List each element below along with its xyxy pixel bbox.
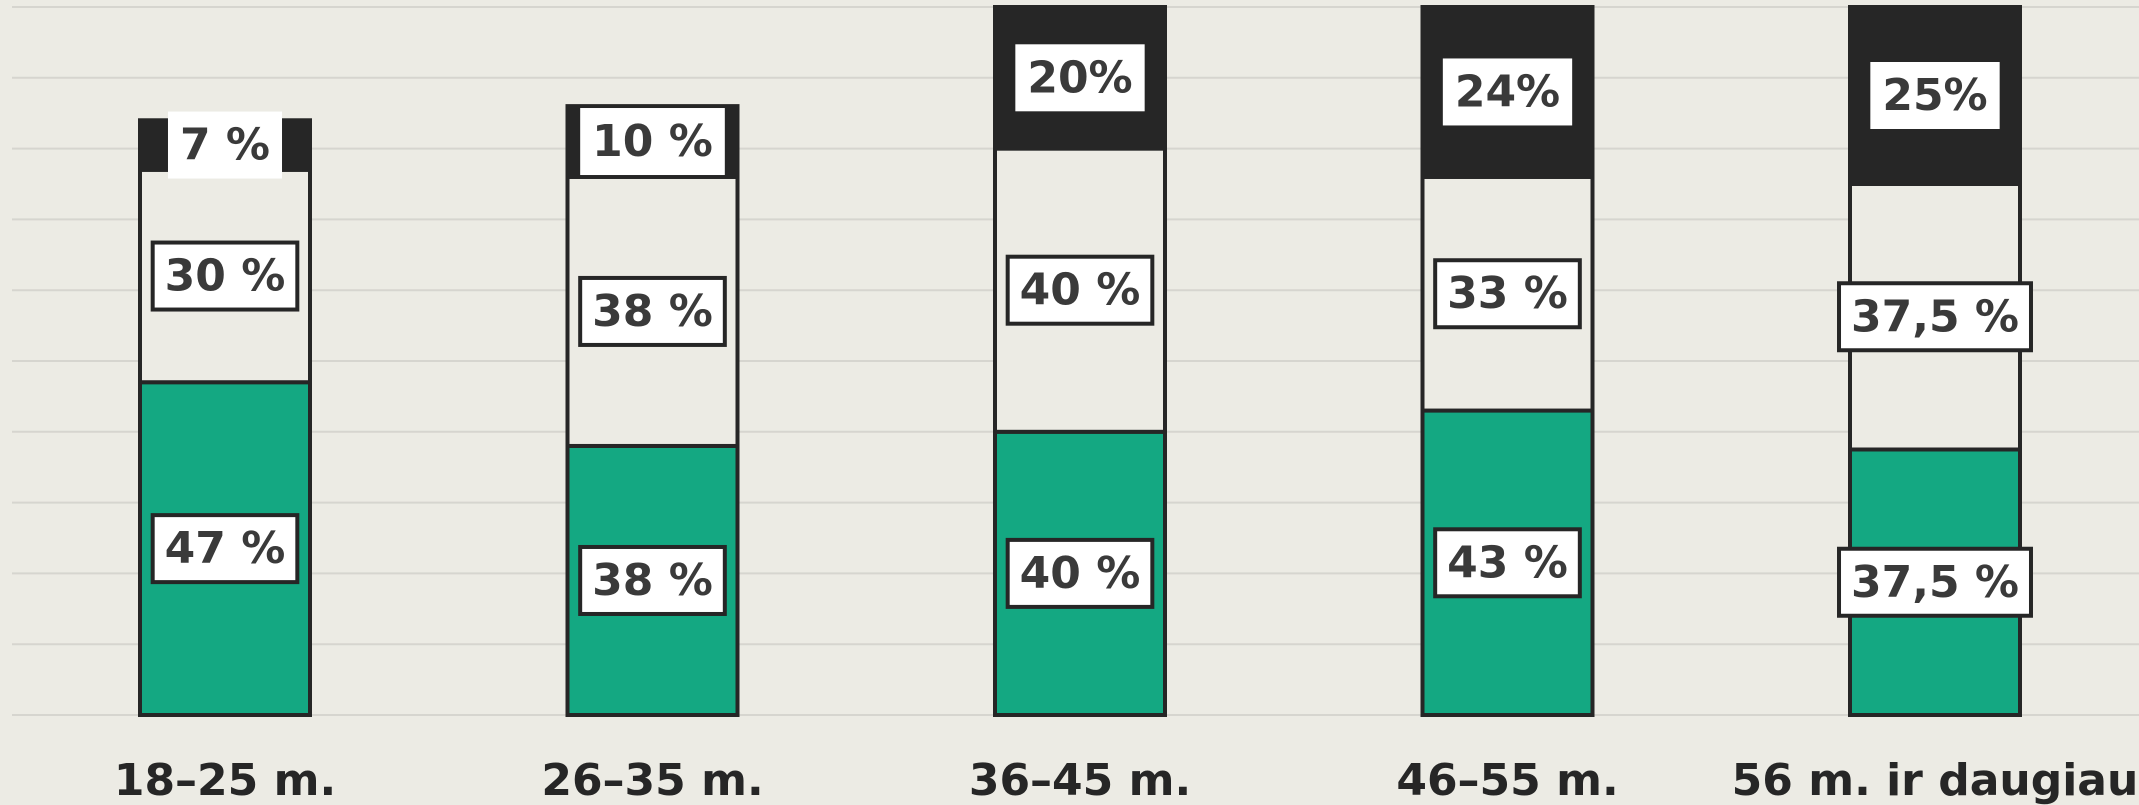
data-label-box bbox=[1870, 62, 2000, 129]
data-label-text: 33 % bbox=[1447, 268, 1568, 319]
data-label-text: 37,5 % bbox=[1851, 291, 2019, 342]
data-label: 37,5 % bbox=[1837, 546, 2033, 618]
data-label-box bbox=[578, 275, 727, 347]
data-labels: 47 % 30 % 7 % 38 % 38 % 10 % 40 % 40 % 20% 43 % 33… bbox=[150, 44, 2033, 618]
data-label-text: 24% bbox=[1455, 66, 1560, 117]
data-label-box bbox=[1442, 58, 1573, 126]
data-label-text: 40 % bbox=[1020, 548, 1141, 599]
data-label: 25% bbox=[1870, 62, 2000, 129]
data-label: 40 % bbox=[1005, 254, 1155, 326]
data-label-box bbox=[1837, 546, 2033, 618]
data-label: 24% bbox=[1442, 58, 1573, 126]
data-label-box bbox=[1433, 527, 1582, 599]
x-tick-label: 46–55 m. bbox=[1396, 755, 1618, 805]
data-label-box bbox=[150, 240, 300, 312]
data-label: 33 % bbox=[1433, 258, 1582, 330]
data-label: 37,5 % bbox=[1837, 281, 2033, 353]
x-tick-label: 56 m. ir daugiau bbox=[1732, 755, 2139, 805]
x-axis: 18–25 m. 26–35 m. 36–45 m. 46–55 m. 56 m. ir… bbox=[114, 755, 2138, 805]
data-label: 38 % bbox=[578, 275, 727, 347]
data-label-text: 40 % bbox=[1020, 265, 1141, 316]
data-label-text: 38 % bbox=[592, 286, 713, 337]
x-tick-label: 36–45 m. bbox=[969, 755, 1191, 805]
data-label-box bbox=[150, 513, 300, 585]
data-label: 20% bbox=[1015, 44, 1145, 112]
data-label-box bbox=[1005, 537, 1155, 609]
data-label-text: 20% bbox=[1027, 52, 1132, 103]
data-label-text: 30 % bbox=[165, 251, 286, 302]
data-label-box bbox=[1433, 258, 1582, 330]
x-tick-label: 26–35 m. bbox=[541, 755, 763, 805]
data-label-text: 43 % bbox=[1447, 537, 1568, 588]
data-label-text: 37,5 % bbox=[1851, 557, 2019, 608]
data-label: 10 % bbox=[580, 108, 725, 176]
data-label: 30 % bbox=[150, 240, 300, 312]
data-label-text: 7 % bbox=[180, 120, 270, 171]
data-label-box bbox=[1015, 44, 1145, 112]
data-label-box bbox=[580, 108, 725, 176]
data-label-text: 10 % bbox=[592, 116, 713, 167]
data-label-text: 38 % bbox=[592, 555, 713, 606]
data-label-box bbox=[1837, 281, 2033, 353]
data-label-text: 25% bbox=[1882, 70, 1987, 121]
data-label-box bbox=[578, 544, 727, 616]
data-label: 47 % bbox=[150, 513, 300, 585]
data-label: 43 % bbox=[1433, 527, 1582, 599]
data-label-text: 47 % bbox=[165, 523, 286, 574]
x-tick-label: 18–25 m. bbox=[114, 755, 336, 805]
data-label: 40 % bbox=[1005, 537, 1155, 609]
data-label: 7 % bbox=[167, 111, 283, 179]
data-label-box bbox=[1005, 254, 1155, 326]
data-label-box bbox=[167, 111, 283, 179]
data-label: 38 % bbox=[578, 544, 727, 616]
